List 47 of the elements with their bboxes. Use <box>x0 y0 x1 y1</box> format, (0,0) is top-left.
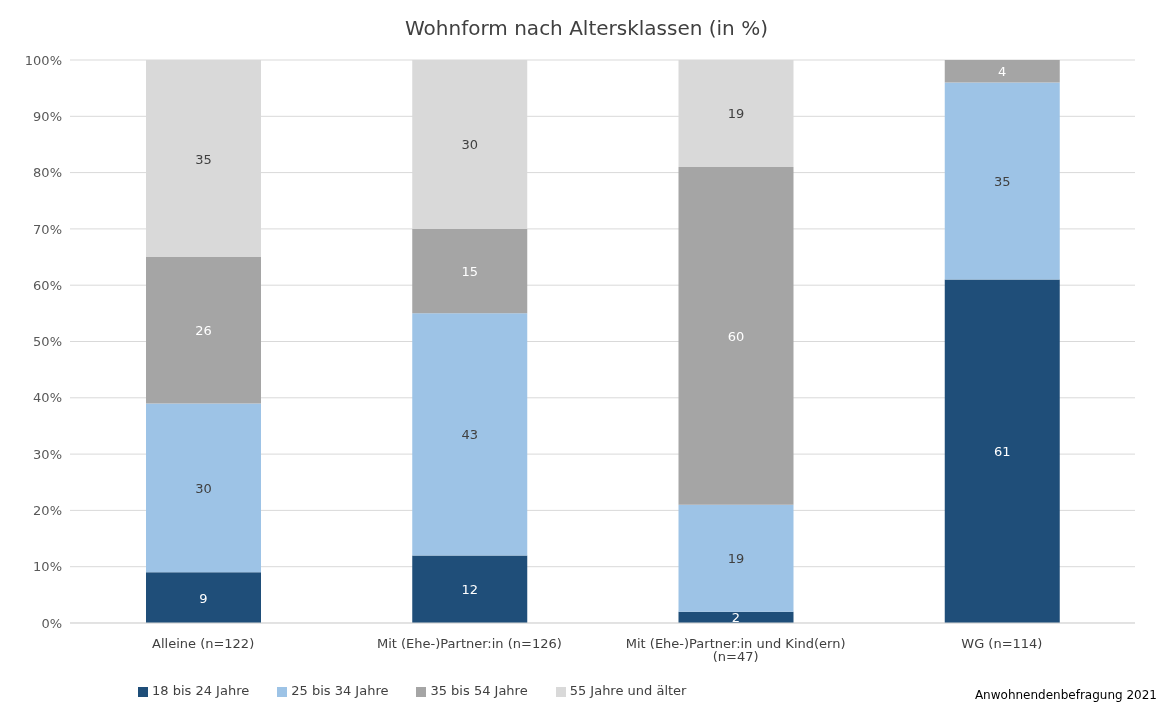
chart-title: Wohnform nach Altersklassen (in %) <box>404 15 769 42</box>
y-tick-label: 0% <box>41 615 62 631</box>
text: Anwohnendenbefragung 2021 <box>974 688 1157 702</box>
data-label: 12 <box>461 582 479 598</box>
data-label: 35 <box>993 174 1011 190</box>
bar <box>944 279 1060 623</box>
data-label: 61 <box>993 444 1011 460</box>
data-label: 15 <box>461 264 479 280</box>
y-tick-label: 70% <box>33 221 62 237</box>
data-label: 19 <box>727 106 745 122</box>
bar <box>412 313 528 556</box>
y-tick-label: 30% <box>33 446 62 462</box>
y-tick-label: 60% <box>33 277 62 293</box>
data-label: 26 <box>195 323 212 339</box>
y-tick-label: 20% <box>33 503 62 519</box>
bar <box>412 555 528 623</box>
data-label: 4 <box>998 64 1007 80</box>
data-label: 2 <box>731 610 741 626</box>
data-label: 30 <box>195 480 212 496</box>
bar <box>678 504 794 612</box>
legend-label: 18 bis 24 Jahre <box>152 683 250 698</box>
y-tick-label: 10% <box>33 559 62 575</box>
data-label: 60 <box>727 328 745 344</box>
y-tick-label: 40% <box>33 390 62 406</box>
legend-label: 25 bis 34 Jahre <box>291 683 389 698</box>
y-tick-label: 100% <box>24 52 62 68</box>
data-label: 19 <box>727 551 745 567</box>
x-tick-label: Alleine (n=122) <box>152 636 255 652</box>
x-tick-label: Mit (Ehe-)Partner:in und Kind(ern) (n=47) <box>625 636 846 665</box>
x-tick-label: Mit (Ehe-)Partner:in (n=126) <box>376 636 562 652</box>
data-label: 9 <box>199 590 208 606</box>
bar <box>412 228 528 314</box>
bar <box>146 403 261 573</box>
bar <box>944 82 1060 280</box>
data-label: 35 <box>195 151 212 167</box>
data-label: 43 <box>461 427 479 443</box>
bar <box>678 166 794 505</box>
x-tick-label: WG (n=114) <box>961 636 1043 652</box>
bar <box>146 572 261 623</box>
legend-label: 55 Jahre und älter <box>569 683 687 698</box>
bar <box>944 60 1060 83</box>
y-tick-label: 90% <box>33 108 62 124</box>
bar <box>146 257 261 404</box>
data-label: 30 <box>461 137 479 153</box>
legend-label: 35 bis 54 Jahre <box>430 683 528 698</box>
y-tick-label: 80% <box>33 165 62 181</box>
y-tick-label: 50% <box>33 334 62 350</box>
